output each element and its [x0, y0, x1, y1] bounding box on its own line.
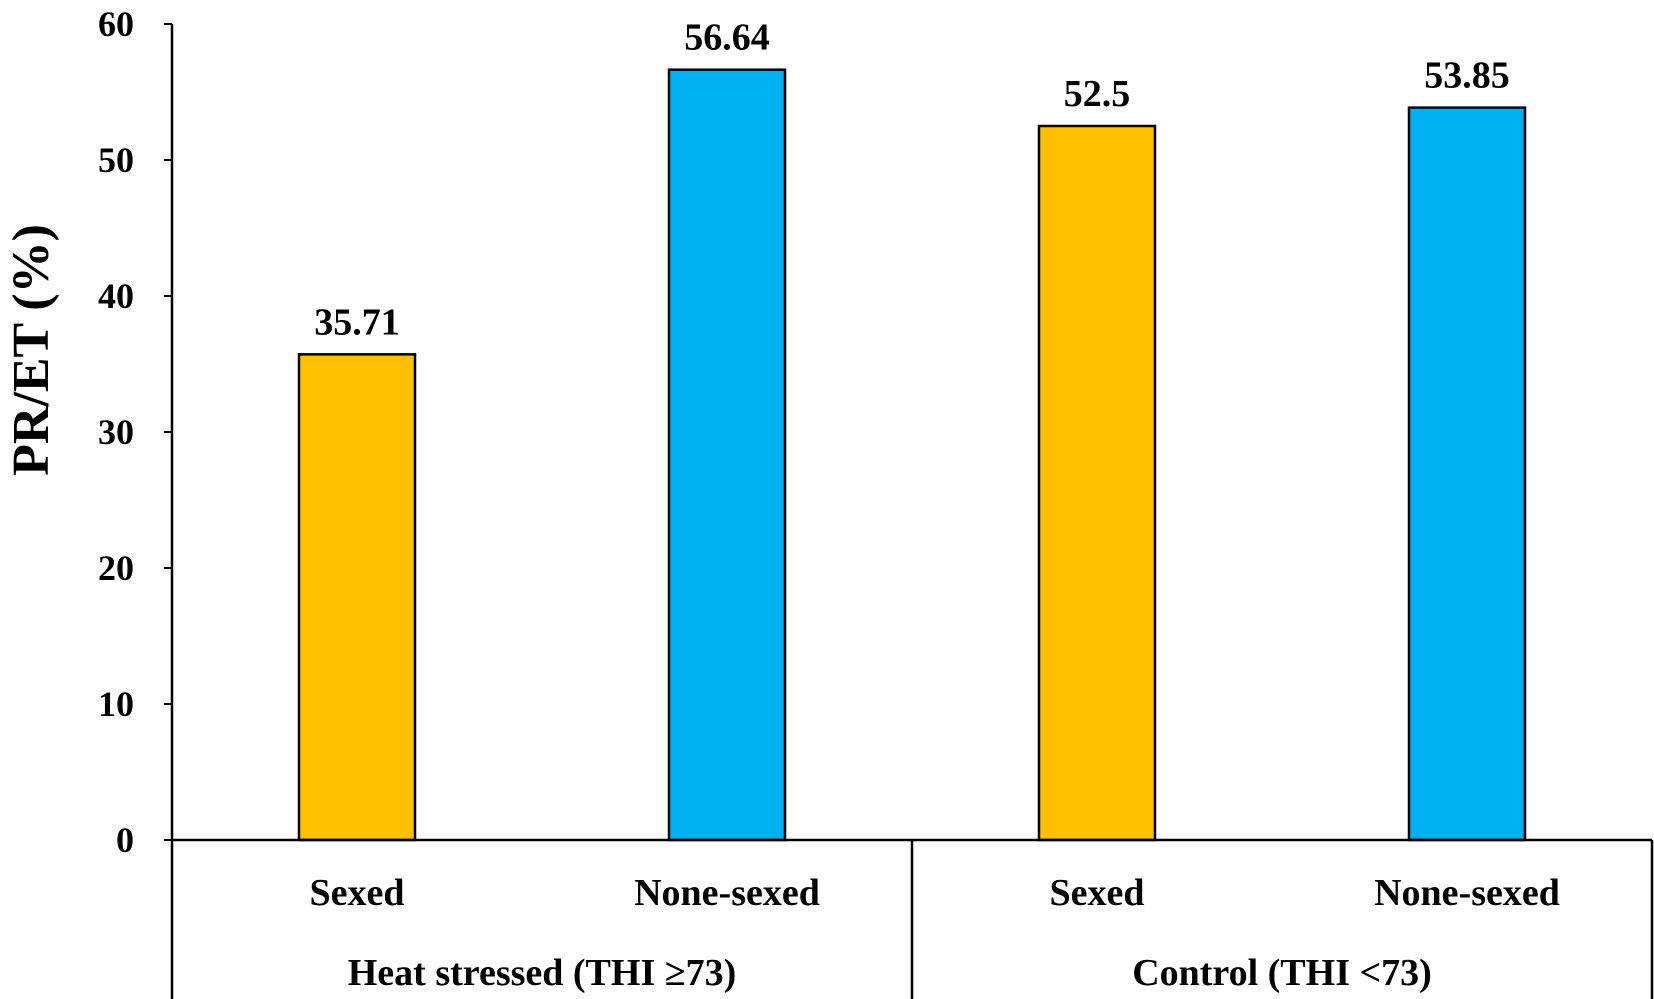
- bar: [1407, 106, 1527, 842]
- category-label: Sexed: [310, 872, 405, 914]
- axes: [170, 24, 1654, 999]
- y-tick-label: 0: [116, 820, 134, 860]
- group-label: Control (THI <73): [1132, 952, 1432, 994]
- y-tick-label: 20: [98, 548, 134, 588]
- category-labels: Sexed None-sexed Sexed None-sexed: [310, 872, 1560, 914]
- y-tick-label: 10: [98, 684, 134, 724]
- bar: [1037, 124, 1157, 842]
- bars: [297, 68, 1527, 842]
- group-label: Heat stressed (THI ≥73): [348, 952, 737, 994]
- bar: [297, 353, 417, 842]
- y-tick-label: 30: [98, 412, 134, 452]
- y-axis-ticks: 0 10 20 30 40 50 60: [98, 4, 172, 860]
- data-label: 53.85: [1424, 55, 1510, 97]
- category-label: Sexed: [1050, 872, 1145, 914]
- data-label: 56.64: [684, 17, 770, 59]
- data-labels: 35.71 56.64 52.5 53.85: [314, 17, 1510, 344]
- data-label: 52.5: [1064, 73, 1131, 115]
- category-label: None-sexed: [634, 872, 820, 914]
- category-label: None-sexed: [1374, 872, 1560, 914]
- y-axis-title: PR/ET (%): [3, 224, 60, 476]
- y-tick-label: 40: [98, 276, 134, 316]
- y-tick-label: 60: [98, 4, 134, 44]
- y-tick-label: 50: [98, 140, 134, 180]
- bar: [667, 68, 787, 842]
- data-label: 35.71: [314, 301, 400, 343]
- group-labels: Heat stressed (THI ≥73) Control (THI <73): [348, 952, 1432, 994]
